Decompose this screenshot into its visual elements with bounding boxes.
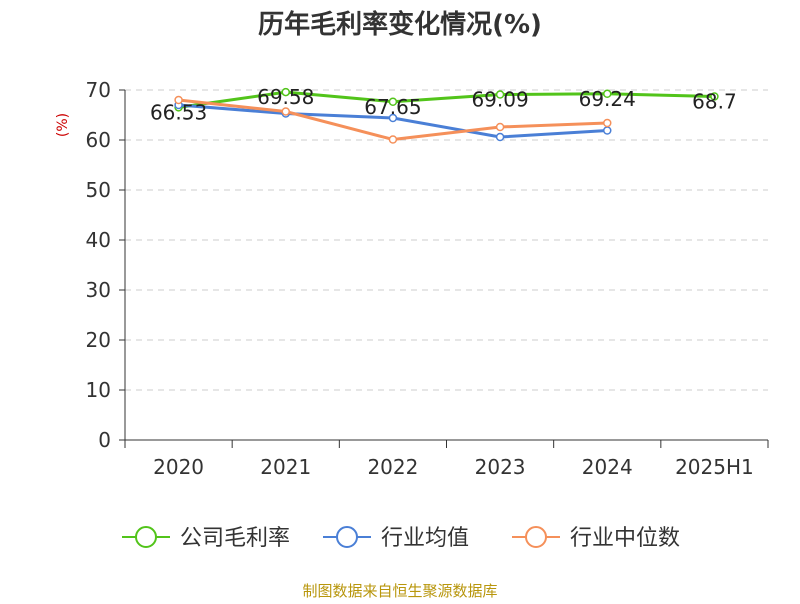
y-tick-label: 20 bbox=[86, 328, 111, 352]
source-note: 制图数据来自恒生聚源数据库 bbox=[302, 582, 497, 600]
y-tick-label: 30 bbox=[86, 278, 111, 302]
data-point bbox=[281, 87, 290, 97]
x-tick-label: 2023 bbox=[475, 455, 526, 479]
data-point bbox=[603, 89, 612, 99]
data-label: 66.53 bbox=[150, 100, 207, 124]
x-tick-label: 2024 bbox=[582, 455, 633, 479]
legend-label: 行业中位数 bbox=[570, 526, 680, 551]
data-point bbox=[603, 126, 612, 135]
data-label: 69.09 bbox=[471, 88, 528, 112]
grid-lines bbox=[125, 89, 768, 391]
legend-item[interactable]: 公司毛利率 bbox=[122, 526, 290, 551]
x-tick-label: 2021 bbox=[260, 455, 311, 479]
x-tick-label: 2022 bbox=[367, 455, 418, 479]
legend-marker bbox=[525, 526, 547, 548]
data-point bbox=[388, 97, 398, 106]
legend-label: 行业均值 bbox=[381, 526, 469, 551]
data-label: 69.24 bbox=[579, 87, 636, 111]
y-tick-label: 10 bbox=[86, 378, 111, 402]
legend-marker bbox=[336, 526, 358, 548]
x-tick-label: 2020 bbox=[153, 455, 204, 479]
y-tick-label: 50 bbox=[86, 178, 111, 202]
series-lines bbox=[174, 87, 719, 144]
data-point bbox=[495, 122, 505, 132]
y-tick-label: 60 bbox=[86, 128, 111, 152]
legend-item[interactable]: 行业均值 bbox=[323, 526, 469, 551]
legend: 公司毛利率 行业均值 行业中位数 bbox=[122, 526, 680, 551]
data-point bbox=[495, 90, 505, 99]
data-label: 68.7 bbox=[692, 90, 737, 114]
y-tick-label: 0 bbox=[98, 428, 111, 452]
chart-title: 历年毛利率变化情况(%) bbox=[258, 9, 542, 40]
data-point bbox=[388, 135, 398, 144]
data-point bbox=[281, 107, 290, 116]
data-point bbox=[603, 118, 612, 128]
data-label: 69.58 bbox=[257, 85, 314, 109]
series-line bbox=[177, 90, 716, 109]
legend-item[interactable]: 行业中位数 bbox=[512, 526, 680, 551]
data-labels: 66.53 69.58 67.65 69.09 69.24 68.7 bbox=[150, 85, 737, 124]
y-tick-label: 40 bbox=[86, 228, 111, 252]
data-point bbox=[388, 113, 398, 123]
x-tick-label: 2025H1 bbox=[675, 455, 754, 479]
data-point bbox=[710, 92, 719, 101]
data-label: 67.65 bbox=[364, 95, 421, 119]
data-point bbox=[174, 95, 183, 105]
y-axis-label: (%) bbox=[55, 113, 71, 137]
data-point bbox=[495, 132, 505, 142]
legend-marker bbox=[135, 526, 157, 548]
y-tick-label: 70 bbox=[86, 78, 111, 102]
axes: 0 10 20 30 40 50 60 70 2020 2021 2022 2023 2024 2025H… bbox=[86, 78, 769, 479]
legend-label: 公司毛利率 bbox=[180, 526, 290, 551]
